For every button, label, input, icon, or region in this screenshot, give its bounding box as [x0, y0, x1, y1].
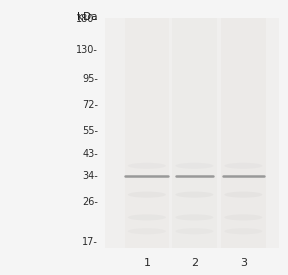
Text: 180-: 180- — [76, 14, 98, 24]
Text: 3: 3 — [240, 258, 247, 268]
Bar — [105, 18, 279, 248]
Text: 130-: 130- — [76, 45, 98, 55]
Ellipse shape — [128, 163, 166, 169]
Text: 72-: 72- — [82, 100, 98, 111]
Bar — [172, 18, 217, 248]
Ellipse shape — [128, 228, 166, 234]
Ellipse shape — [224, 214, 262, 221]
Text: 17-: 17- — [82, 237, 98, 247]
Ellipse shape — [175, 214, 213, 221]
Ellipse shape — [224, 228, 262, 234]
Text: 55-: 55- — [82, 126, 98, 136]
Text: 1: 1 — [143, 258, 150, 268]
Text: 95-: 95- — [82, 74, 98, 84]
Ellipse shape — [128, 214, 166, 221]
Text: 2: 2 — [191, 258, 198, 268]
Bar — [124, 18, 169, 248]
Ellipse shape — [128, 192, 166, 198]
Ellipse shape — [175, 163, 213, 169]
Text: 34-: 34- — [82, 171, 98, 181]
Ellipse shape — [175, 192, 213, 198]
Text: 43-: 43- — [82, 149, 98, 159]
Ellipse shape — [224, 192, 262, 198]
Bar — [221, 18, 266, 248]
Ellipse shape — [175, 228, 213, 234]
Ellipse shape — [224, 163, 262, 169]
Text: kDa: kDa — [77, 12, 98, 22]
Text: 26-: 26- — [82, 197, 98, 207]
